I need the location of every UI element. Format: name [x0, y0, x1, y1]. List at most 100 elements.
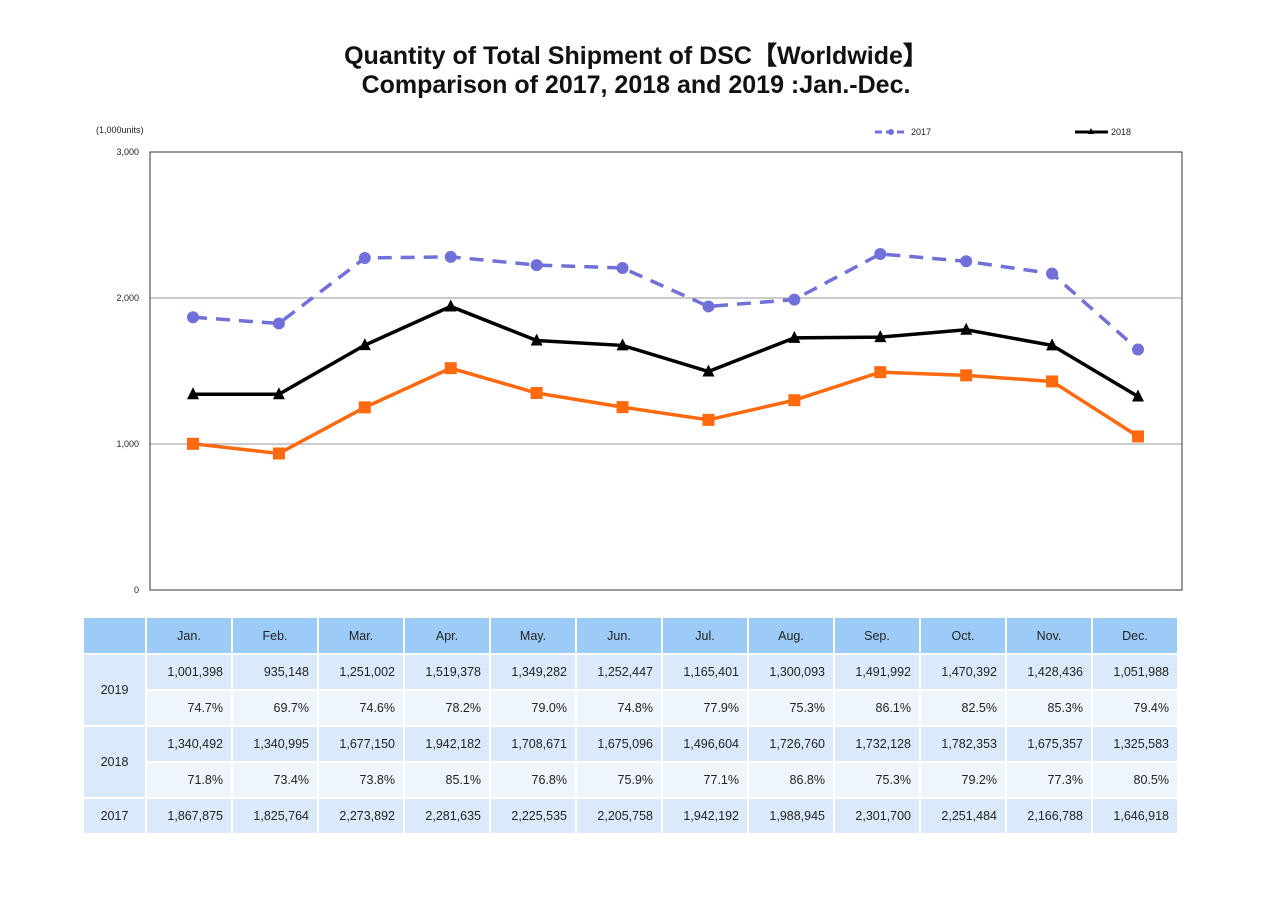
y-tick-label: 3,000 — [116, 147, 139, 157]
cell-value: 2,205,758 — [577, 799, 661, 833]
data-point-2017 — [616, 261, 629, 274]
data-point-2018 — [616, 338, 629, 351]
cell-value: 1,519,378 — [405, 655, 489, 689]
cell-value: 2,251,484 — [921, 799, 1005, 833]
data-point-2019 — [444, 362, 457, 375]
cell-value: 1,349,282 — [491, 655, 575, 689]
cell-value: 1,491,992 — [835, 655, 919, 689]
data-point-2017 — [444, 250, 457, 263]
cell-value: 1,942,192 — [663, 799, 747, 833]
cell-percent: 78.2% — [405, 691, 489, 725]
cell-percent: 80.5% — [1093, 763, 1177, 797]
data-point-2017 — [1132, 343, 1144, 356]
data-point-2017 — [874, 247, 887, 260]
cell-percent: 74.7% — [147, 691, 231, 725]
header-corner — [84, 618, 145, 653]
data-point-2017 — [187, 311, 199, 324]
y-tick-label: 2,000 — [116, 293, 139, 303]
cell-value: 1,496,604 — [663, 727, 747, 761]
table-row-values: 2017 1,867,875 1,825,764 2,273,892 2,281,635… — [84, 799, 1177, 833]
cell-percent: 75.3% — [749, 691, 833, 725]
cell-value: 1,251,002 — [319, 655, 403, 689]
y-axis-unit-label: (1,000units) — [96, 125, 144, 135]
data-point-2017 — [358, 252, 371, 265]
data-point-2019 — [187, 437, 199, 450]
data-point-2017 — [272, 317, 285, 330]
data-point-2019 — [616, 401, 629, 414]
cell-percent: 77.3% — [1007, 763, 1091, 797]
data-point-2018 — [530, 333, 543, 346]
cell-value: 935,148 — [233, 655, 317, 689]
data-point-2018 — [960, 322, 973, 335]
row-year-label: 2017 — [84, 799, 145, 833]
data-point-2018 — [1132, 389, 1144, 402]
legend-label-2017: 2017 — [911, 127, 931, 137]
cell-percent: 76.8% — [491, 763, 575, 797]
data-point-2017 — [530, 259, 543, 272]
data-point-2019 — [530, 387, 543, 400]
data-point-2018 — [702, 364, 715, 377]
data-point-2017 — [1046, 267, 1059, 280]
legend-marker-2018 — [1088, 128, 1094, 134]
data-point-2017 — [702, 300, 715, 313]
table-row-percent: 74.7% 69.7% 74.6% 78.2% 79.0% 74.8% 77.9% 75.3%… — [84, 691, 1177, 725]
y-tick-label: 1,000 — [116, 439, 139, 449]
header-month: Nov. — [1007, 618, 1091, 653]
cell-value: 1,428,436 — [1007, 655, 1091, 689]
cell-value: 2,166,788 — [1007, 799, 1091, 833]
legend-label-2018: 2018 — [1111, 127, 1131, 137]
cell-value: 1,726,760 — [749, 727, 833, 761]
cell-value: 1,782,353 — [921, 727, 1005, 761]
chart-title-line2: Comparison of 2017, 2018 and 2019 :Jan.-… — [361, 71, 911, 99]
cell-value: 2,301,700 — [835, 799, 919, 833]
cell-value: 1,867,875 — [147, 799, 231, 833]
data-point-2018 — [187, 387, 199, 400]
cell-percent: 77.1% — [663, 763, 747, 797]
data-point-2019 — [874, 366, 887, 379]
cell-percent: 85.3% — [1007, 691, 1091, 725]
data-point-2018 — [358, 338, 371, 351]
y-tick-label: 0 — [134, 585, 139, 595]
table-row-values: 2018 1,340,492 1,340,995 1,677,150 1,942,182… — [84, 727, 1177, 797]
cell-percent: 71.8% — [147, 763, 231, 797]
cell-percent: 75.3% — [835, 763, 919, 797]
data-point-2019 — [960, 369, 973, 382]
cell-value: 1,675,096 — [577, 727, 661, 761]
header-month: Feb. — [233, 618, 317, 653]
chart-title-line1: Quantity of Total Shipment of DSC【Worldw… — [344, 42, 928, 70]
header-month: Sep. — [835, 618, 919, 653]
data-point-2018 — [444, 299, 457, 312]
header-month: Aug. — [749, 618, 833, 653]
cell-value: 2,281,635 — [405, 799, 489, 833]
header-month: Jul. — [663, 618, 747, 653]
row-year-label: 2019 — [84, 655, 145, 725]
cell-value: 1,677,150 — [319, 727, 403, 761]
series-line-2019 — [192, 366, 1139, 456]
cell-percent: 74.6% — [319, 691, 403, 725]
data-point-2019 — [788, 394, 801, 407]
cell-percent: 86.8% — [749, 763, 833, 797]
header-month: Apr. — [405, 618, 489, 653]
data-point-2018 — [788, 330, 801, 343]
header-month: Oct. — [921, 618, 1005, 653]
cell-value: 1,051,988 — [1093, 655, 1177, 689]
data-point-2017 — [788, 293, 801, 306]
data-point-2018 — [272, 387, 285, 400]
cell-percent: 79.4% — [1093, 691, 1177, 725]
series-line-2018 — [192, 304, 1139, 398]
cell-percent: 79.0% — [491, 691, 575, 725]
cell-value: 1,708,671 — [491, 727, 575, 761]
header-month: May. — [491, 618, 575, 653]
cell-percent: 77.9% — [663, 691, 747, 725]
cell-percent: 73.8% — [319, 763, 403, 797]
cell-value: 1,340,492 — [147, 727, 231, 761]
data-point-2019 — [358, 401, 371, 414]
cell-value: 1,001,398 — [147, 655, 231, 689]
data-point-2019 — [1132, 430, 1144, 443]
table-row-values: 2019 1,001,398 935,148 1,251,002 1,519,378 1,… — [84, 655, 1177, 725]
cell-percent: 75.9% — [577, 763, 661, 797]
data-point-2018 — [1046, 338, 1059, 351]
cell-percent: 82.5% — [921, 691, 1005, 725]
cell-value: 1,300,093 — [749, 655, 833, 689]
